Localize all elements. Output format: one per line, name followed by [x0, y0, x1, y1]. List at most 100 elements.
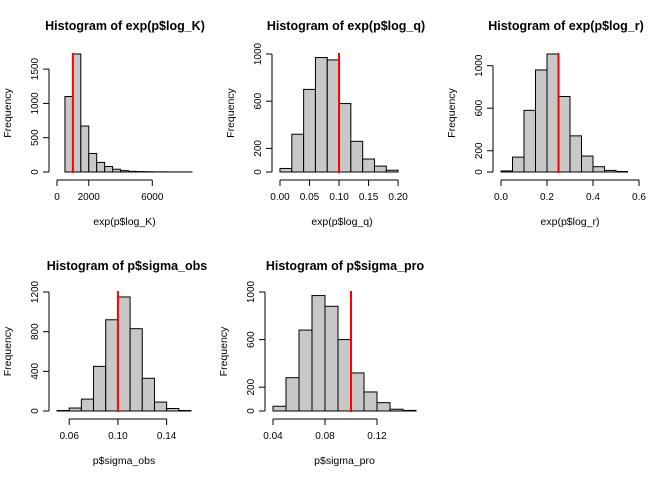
x-axis-label: exp(p$log_q)	[311, 216, 372, 228]
histogram-bar	[373, 165, 387, 173]
histogram-bar	[592, 166, 605, 173]
y-tick-label: 1000	[246, 280, 257, 303]
x-tick-label: 0.0	[494, 192, 508, 203]
x-tick-label: 0.00	[270, 192, 290, 203]
histogram-bar	[80, 398, 95, 412]
x-tick-label: 0.14	[157, 431, 177, 442]
histogram-bar	[104, 166, 114, 173]
x-axis-label: p$sigma_obs	[93, 455, 155, 467]
y-axis-label: Frequency	[2, 87, 14, 137]
histogram-bar	[279, 167, 293, 173]
y-tick-label: 0	[474, 169, 485, 175]
histogram-bar	[105, 319, 119, 412]
histogram-bar	[362, 158, 375, 173]
x-axis-label: exp(p$log_r)	[541, 216, 600, 228]
histogram-bar	[120, 170, 129, 173]
histogram-bar	[129, 328, 143, 412]
y-tick-label: 1200	[30, 280, 41, 303]
histogram-bar	[615, 170, 628, 173]
histogram-bar	[311, 295, 326, 412]
x-tick-label: 0.10	[108, 431, 128, 442]
histogram-panel: Histogram of exp(p$log_K) 0 2000 6000 exp(p$…	[2, 19, 205, 228]
y-tick-label: 0	[253, 169, 264, 175]
histogram-bar	[64, 96, 74, 173]
y-tick-label: 800	[30, 323, 41, 340]
x-tick-label: 0.2	[540, 192, 554, 203]
y-tick-label: 1500	[30, 58, 41, 81]
y-axis-label: Frequency	[218, 326, 230, 376]
y-tick-label: 600	[253, 92, 264, 109]
y-tick-label: 1000	[474, 54, 485, 77]
histogram-bar	[88, 152, 98, 173]
histogram-bar	[363, 391, 378, 412]
chart-title: Histogram of exp(p$log_q)	[267, 19, 425, 33]
histogram-bar	[291, 133, 305, 173]
histogram-bar	[80, 125, 90, 173]
histogram-bar	[272, 405, 287, 412]
chart-title: Histogram of exp(p$log_K)	[45, 19, 205, 33]
y-tick-label: 500	[30, 129, 41, 146]
histogram-bar	[166, 408, 180, 412]
x-tick-label: 0	[54, 192, 60, 203]
histogram-panel: Histogram of exp(p$log_q) 0.00 0.05 0.10 0.1…	[225, 19, 425, 228]
histogram-bar	[338, 103, 352, 173]
histogram-bar	[112, 168, 122, 173]
chart-title: Histogram of p$sigma_obs	[47, 259, 207, 273]
histogram-bar	[141, 377, 155, 412]
histogram-bar	[324, 305, 339, 412]
histogram-bar	[314, 57, 328, 173]
y-tick-label: 600	[474, 99, 485, 116]
histogram-bar	[303, 88, 316, 173]
x-tick-label: 0.06	[59, 431, 79, 442]
chart-title: Histogram of exp(p$log_r)	[488, 19, 644, 33]
y-tick-label: 200	[246, 378, 257, 395]
y-axis-label: Frequency	[446, 87, 458, 137]
x-tick-label: 6000	[141, 192, 164, 203]
histogram-panel: Histogram of p$sigma_obs 0.06 0.10 0.14 p$si…	[2, 259, 207, 467]
y-tick-label: 0	[30, 169, 41, 175]
x-axis-label: exp(p$log_K)	[93, 216, 155, 228]
histogram-panel: Histogram of p$sigma_pro 0.04 0.08 0.12 p$si…	[218, 259, 425, 467]
histogram-bar	[93, 365, 107, 412]
y-tick-label: 400	[30, 363, 41, 380]
x-tick-label: 0.15	[359, 192, 379, 203]
histogram-bar	[535, 69, 548, 173]
histogram-bar	[523, 109, 536, 173]
x-tick-label: 2000	[78, 192, 101, 203]
histogram-panel: Histogram of exp(p$log_r) 0.0 0.2 0.4 0.6 exp…	[446, 19, 646, 228]
histogram-bar	[350, 140, 364, 173]
histogram-bar	[385, 169, 399, 173]
x-tick-label: 0.12	[367, 431, 387, 442]
y-axis-label: Frequency	[225, 87, 237, 137]
histogram-bar	[512, 156, 525, 173]
x-tick-label: 0.04	[263, 431, 283, 442]
histogram-bar	[96, 161, 106, 173]
x-tick-label: 0.20	[388, 192, 408, 203]
histogram-bar	[558, 96, 571, 173]
y-axis-label: Frequency	[2, 326, 14, 376]
histogram-bar	[298, 329, 313, 412]
histogram-bar	[569, 135, 582, 173]
y-tick-label: 1000	[253, 42, 264, 65]
histogram-bar	[326, 59, 340, 173]
x-tick-label: 0.05	[300, 192, 320, 203]
histogram-bar	[604, 169, 617, 173]
y-tick-label: 600	[246, 331, 257, 348]
histogram-bar	[350, 372, 365, 412]
y-tick-label: 200	[474, 142, 485, 159]
histogram-bar	[500, 170, 513, 173]
histogram-bar	[153, 401, 168, 412]
histogram-bar	[72, 53, 82, 173]
histogram-bar	[402, 409, 417, 412]
y-tick-label: 0	[246, 408, 257, 414]
chart-title: Histogram of p$sigma_pro	[266, 259, 425, 273]
histogram-bar	[581, 155, 594, 173]
x-axis-label: p$sigma_pro	[314, 455, 375, 467]
histogram-bar	[285, 377, 300, 412]
x-tick-label: 0.08	[315, 431, 335, 442]
x-tick-label: 0.10	[329, 192, 349, 203]
histogram-bar	[117, 296, 131, 412]
y-tick-label: 1000	[30, 92, 41, 115]
